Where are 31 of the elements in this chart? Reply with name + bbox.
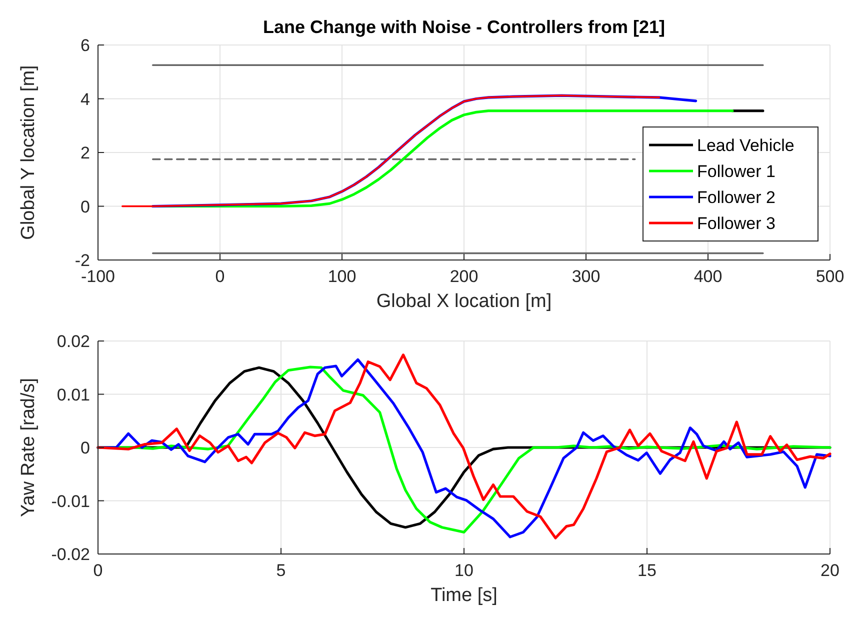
x-tick-label: 15 [638,561,656,580]
y-axis-title: Yaw Rate [rad/s] [18,378,39,518]
y-tick-label: -0.02 [51,545,90,564]
x-tick-label: 10 [454,561,474,580]
y-tick-label: 0.02 [56,332,90,351]
y-tick-label: 0 [80,197,90,216]
y-tick-label: -0.01 [51,492,90,511]
x-tick-label: 300 [572,267,600,286]
y-tick-label: 0 [80,438,90,458]
y-tick-label: 6 [80,36,90,55]
chart-title: Lane Change with Noise - Controllers from [21] [262,17,666,37]
x-tick-label: 20 [820,561,840,580]
y-axis-title: Global Y location [m] [18,65,39,240]
x-axis-title: Global X location [m] [376,291,552,312]
x-tick-label: 500 [816,267,844,286]
legend-label: Follower 1 [697,162,776,181]
y-tick-label: -2 [74,251,90,270]
x-tick-label: 100 [328,267,356,286]
legend-label: Follower 2 [697,188,776,207]
x-axis-title: Time [s] [430,585,498,606]
x-tick-label: 0 [93,561,103,580]
x-tick-label: 5 [276,561,286,580]
x-tick-label: 0 [215,267,225,286]
y-tick-label: 2 [80,144,90,162]
legend-label: Follower 3 [697,214,776,233]
y-tick-label: 0.01 [56,385,90,404]
legend-label: Lead Vehicle [697,136,794,155]
x-tick-label: -100 [80,267,116,286]
y-tick-label: 4 [80,90,90,109]
x-tick-label: 400 [694,267,722,286]
x-tick-label: 200 [450,267,478,286]
